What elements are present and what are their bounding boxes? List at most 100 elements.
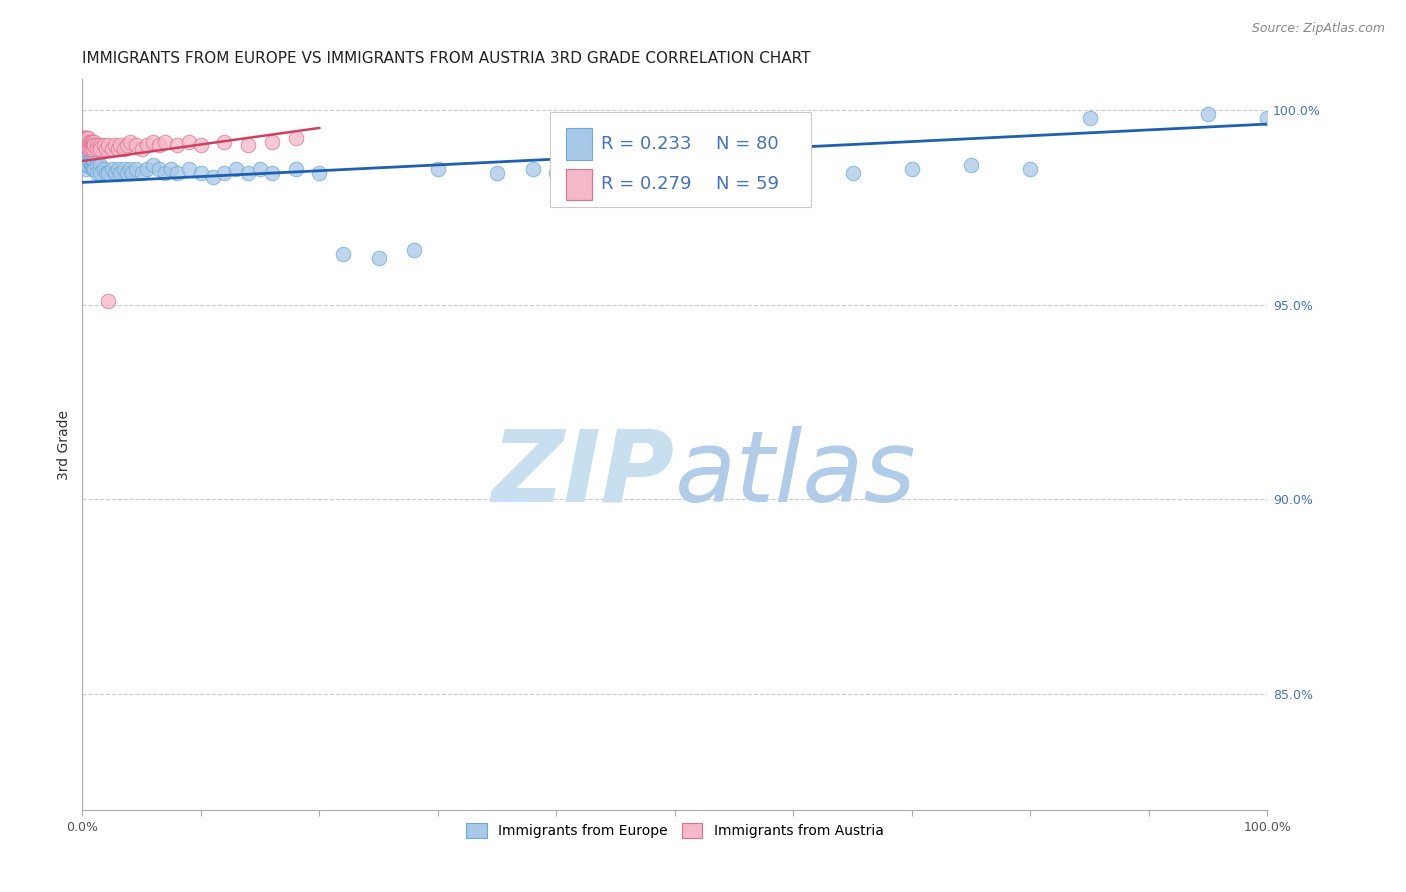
Point (94, 166, 117, 180)
Point (76, 138, 98, 153)
Point (89, 138, 111, 153)
Point (93, 138, 115, 153)
Point (94, 142, 117, 156)
Point (758, 161, 780, 176)
Point (75, 161, 97, 176)
Point (136, 161, 159, 176)
Point (142, 135, 165, 149)
Point (83, 161, 105, 176)
Point (148, 161, 170, 176)
Point (723, 158, 745, 172)
Point (79, 138, 101, 153)
Point (160, 161, 183, 176)
Point (260, 135, 283, 149)
Point (83, 154, 105, 169)
Point (107, 142, 129, 156)
Point (83, 135, 105, 149)
Text: Source: ZipAtlas.com: Source: ZipAtlas.com (1251, 22, 1385, 36)
Point (546, 166, 568, 180)
Point (121, 166, 143, 180)
Point (73, 130, 96, 145)
Point (89, 142, 111, 156)
FancyBboxPatch shape (565, 128, 592, 160)
Point (960, 158, 983, 172)
Point (77, 135, 100, 149)
Point (284, 130, 307, 145)
Point (201, 169, 224, 184)
Point (86, 166, 108, 180)
Point (104, 138, 127, 153)
Point (131, 142, 153, 156)
Point (97, 138, 120, 153)
Point (86, 158, 108, 172)
Point (238, 166, 260, 180)
Point (841, 166, 863, 180)
Point (86, 142, 108, 156)
Point (89, 158, 111, 172)
Point (73, 135, 96, 149)
Point (83, 138, 105, 153)
Point (124, 161, 146, 176)
Point (782, 161, 804, 176)
Point (72, 142, 94, 156)
Point (1197, 107, 1219, 121)
Point (238, 138, 260, 153)
Point (79, 135, 101, 149)
Point (97, 166, 120, 180)
Point (190, 138, 212, 153)
Point (97, 293, 120, 308)
Point (77, 130, 100, 145)
Text: R = 0.279: R = 0.279 (602, 176, 692, 194)
Point (75, 138, 97, 153)
Point (75, 146, 97, 161)
Point (72, 130, 94, 145)
Point (155, 135, 177, 149)
Point (80, 138, 103, 153)
Point (75, 130, 97, 145)
Point (688, 161, 710, 176)
Point (80, 135, 103, 149)
Point (82, 154, 104, 169)
Point (79, 158, 101, 172)
Text: ZIP: ZIP (492, 425, 675, 523)
Text: N = 59: N = 59 (716, 176, 779, 194)
Point (260, 166, 283, 180)
Point (367, 252, 389, 266)
Point (664, 158, 686, 172)
Point (486, 166, 509, 180)
Point (404, 244, 426, 258)
Point (1019, 161, 1042, 176)
Point (117, 138, 139, 153)
Point (79, 138, 101, 153)
Point (1078, 112, 1101, 126)
Point (72, 130, 94, 145)
Point (101, 142, 124, 156)
Point (79, 142, 101, 156)
Point (79, 135, 101, 149)
Point (72, 150, 94, 164)
Point (118, 161, 141, 176)
Text: IMMIGRANTS FROM EUROPE VS IMMIGRANTS FROM AUSTRIA 3RD GRADE CORRELATION CHART: IMMIGRANTS FROM EUROPE VS IMMIGRANTS FRO… (83, 51, 811, 66)
Point (77, 158, 100, 172)
Text: N = 80: N = 80 (716, 135, 779, 153)
Point (177, 161, 200, 176)
Point (108, 166, 131, 180)
Point (73, 150, 96, 164)
Point (155, 166, 177, 180)
Point (308, 166, 330, 180)
Point (214, 135, 236, 149)
Point (77, 142, 100, 156)
Point (225, 161, 247, 176)
Point (76, 142, 98, 156)
Point (166, 138, 188, 153)
Point (79, 146, 101, 161)
Point (75, 130, 97, 145)
Point (93, 161, 115, 176)
Point (82, 161, 104, 176)
Point (76, 158, 98, 172)
Point (142, 158, 165, 172)
Point (112, 161, 135, 176)
Point (605, 161, 627, 176)
Point (426, 161, 449, 176)
Point (131, 166, 153, 180)
